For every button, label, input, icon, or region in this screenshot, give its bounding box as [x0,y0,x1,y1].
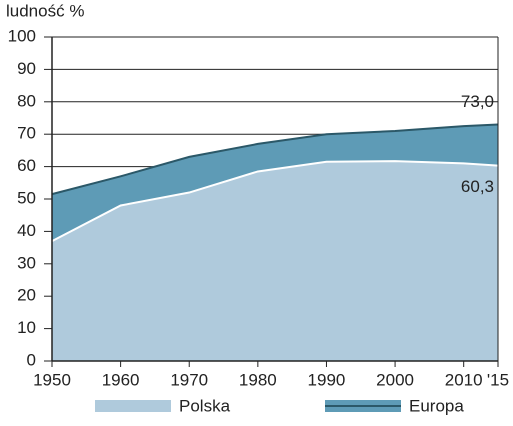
y-tick-label: 30 [17,253,36,272]
y-tick-label: 50 [17,188,36,207]
area [52,161,498,361]
value-label: 73,0 [461,92,494,111]
legend-swatch [95,400,171,412]
line [51,123,499,196]
y-tick-label: 100 [8,26,36,45]
x-tick-label: 1990 [308,370,346,389]
y-axis-label: ludność % [6,1,84,20]
y-tick-label: 90 [17,59,36,78]
value-label: 60,3 [461,177,494,196]
y-tick-label: 20 [17,286,36,305]
x-tick-label: '15 [487,370,509,389]
legend-label: Polska [179,396,231,415]
x-tick-label: 1970 [170,370,208,389]
line [51,160,499,243]
x-tick-label: 1950 [33,370,71,389]
y-tick-label: 60 [17,156,36,175]
x-tick-label: 1980 [239,370,277,389]
legend-label: Europa [409,396,464,415]
x-tick-label: 2000 [376,370,414,389]
x-tick-label: 2010 [445,370,483,389]
y-tick-label: 40 [17,221,36,240]
y-tick-label: 80 [17,91,36,110]
y-tick-label: 70 [17,124,36,143]
x-tick-label: 1960 [102,370,140,389]
y-tick-label: 10 [17,318,36,337]
y-tick-label: 0 [27,350,36,369]
